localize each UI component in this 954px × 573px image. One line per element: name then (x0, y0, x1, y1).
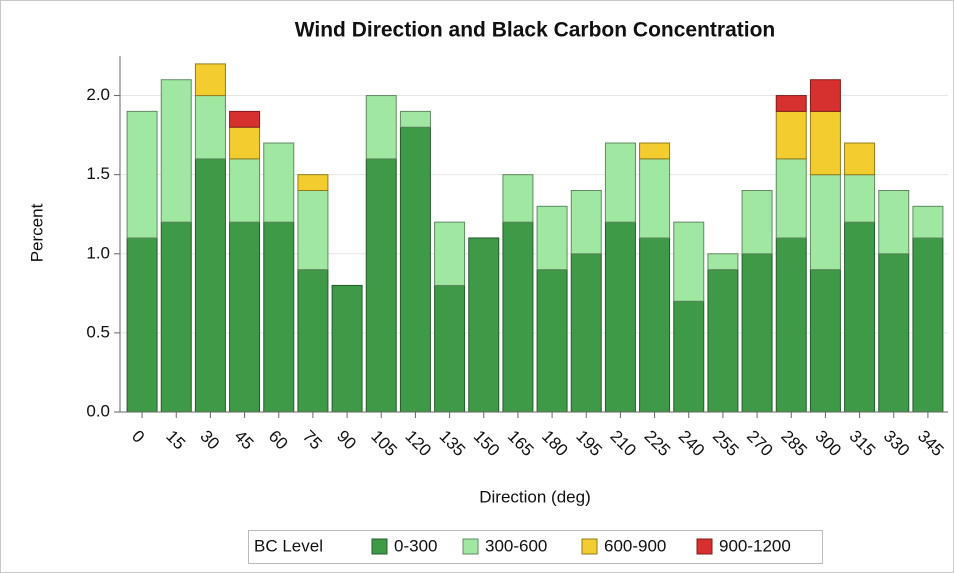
bar-segment (365, 95, 397, 160)
bar-segment (639, 237, 671, 413)
bar-segment (741, 253, 773, 413)
bar-segment (399, 110, 431, 128)
bar-segment (775, 95, 807, 112)
bar-segment (297, 269, 329, 413)
bar-segment (263, 221, 295, 413)
chart-title: Wind Direction and Black Carbon Concentr… (295, 19, 776, 42)
bar-segment (809, 174, 841, 271)
y-tick-label: 1.5 (86, 164, 110, 183)
bar-segment (570, 253, 602, 413)
bar-segment (809, 269, 841, 413)
bar-segment (160, 79, 192, 223)
y-tick-label: 2.0 (86, 85, 110, 104)
legend-swatch (371, 538, 388, 555)
bar-segment (809, 110, 841, 176)
bar-segment (570, 189, 602, 255)
bar-segment (878, 253, 910, 413)
bar-segment (844, 174, 876, 223)
bar-segment (194, 158, 226, 413)
legend-label: 300-600 (485, 536, 547, 555)
bar-segment (604, 142, 636, 223)
y-tick-label: 0.5 (86, 322, 110, 341)
bar-segment (297, 189, 329, 271)
bar-segment (536, 205, 568, 271)
bar-segment (639, 158, 671, 239)
bar-segment (775, 110, 807, 160)
legend-label: 600-900 (604, 536, 666, 555)
bar-segment (775, 237, 807, 413)
bar-segment (775, 158, 807, 239)
bar-segment (912, 237, 944, 413)
bar-segment (878, 189, 910, 255)
bar-segment (502, 174, 534, 223)
bar-segment (126, 237, 158, 413)
bar-segment (194, 95, 226, 160)
bar-segment (536, 269, 568, 413)
legend-label: 900-1200 (719, 536, 791, 555)
bar-segment (434, 284, 466, 413)
bar-segment (468, 237, 500, 413)
bar-segment (844, 142, 876, 176)
legend-label: 0-300 (394, 536, 437, 555)
y-tick-label: 1.0 (86, 243, 110, 262)
y-axis-label: Percent (27, 203, 46, 262)
bar-segment (912, 205, 944, 239)
x-axis-label: Direction (deg) (479, 487, 591, 506)
legend-box (248, 530, 823, 564)
bar-segment (126, 110, 158, 239)
bar-segment (229, 110, 261, 128)
bar-segment (741, 189, 773, 255)
legend-swatch (581, 538, 598, 555)
bar-segment (160, 221, 192, 413)
bar-segment (502, 221, 534, 413)
bar-segment (604, 221, 636, 413)
bar-segment (229, 158, 261, 223)
bar-segment (263, 142, 295, 223)
bar-segment (229, 126, 261, 160)
legend-swatch (462, 538, 479, 555)
legend-title: BC Level (254, 536, 323, 555)
bar-segment (639, 142, 671, 160)
bar-segment (229, 221, 261, 413)
bar-segment (399, 126, 431, 413)
bar-segment (809, 79, 841, 112)
bar-segment (331, 284, 363, 413)
bar-segment (194, 63, 226, 97)
bar-segment (297, 174, 329, 191)
bar-segment (707, 269, 739, 413)
bar-segment (365, 158, 397, 413)
legend-swatch (696, 538, 713, 555)
bar-segment (673, 221, 705, 302)
bar-segment (844, 221, 876, 413)
bar-segment (673, 300, 705, 413)
bar-segment (434, 221, 466, 286)
bar-segment (707, 253, 739, 271)
y-tick-label: 0.0 (86, 401, 110, 420)
